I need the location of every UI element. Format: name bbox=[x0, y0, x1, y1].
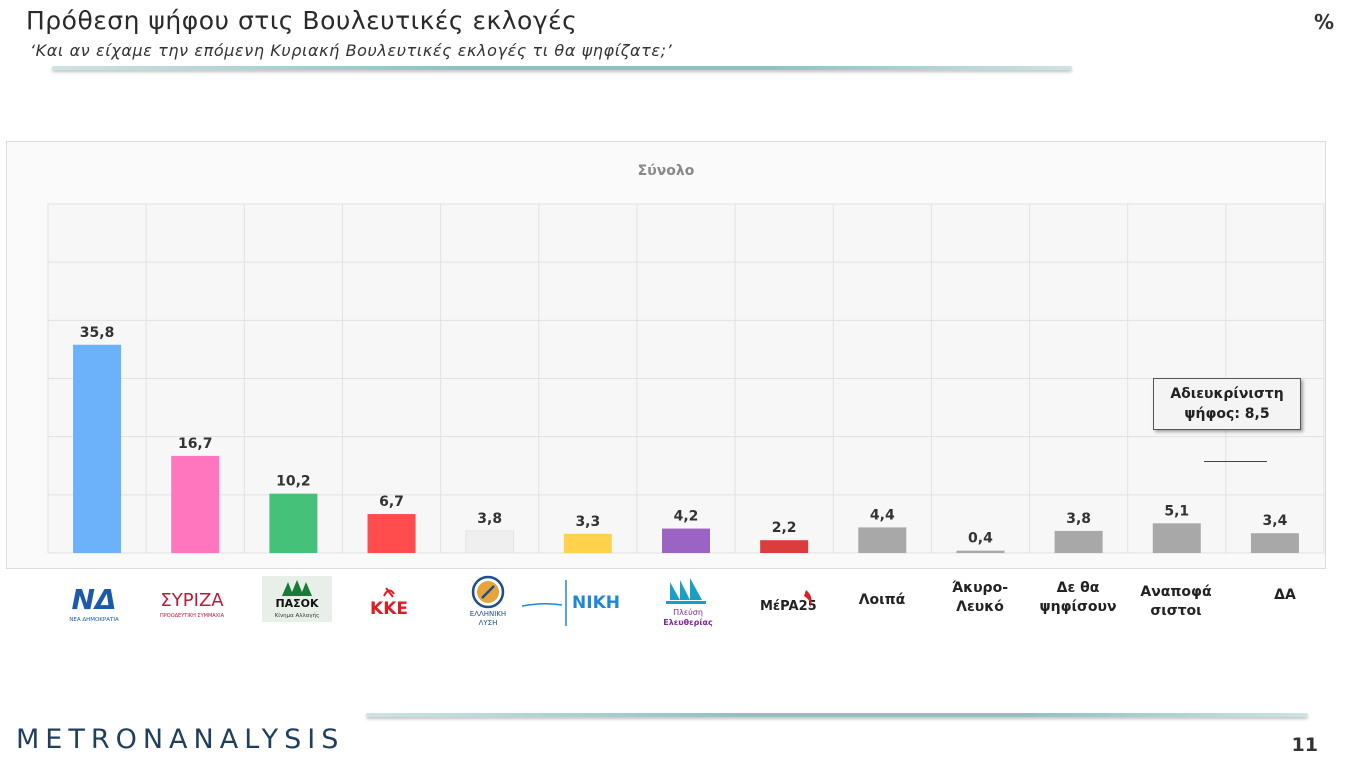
pasok-logo-subtext: Κίνημα Αλλαγής bbox=[275, 612, 320, 619]
bar bbox=[269, 493, 318, 553]
bar-value-label: 3,8 bbox=[477, 511, 502, 527]
page-number: 11 bbox=[1291, 734, 1318, 756]
bar-value-label: 35,8 bbox=[80, 325, 115, 341]
plefsi-line1: Πλεύση bbox=[673, 607, 703, 617]
bar bbox=[858, 527, 907, 553]
mera25-logo: MέPA25 bbox=[760, 590, 817, 614]
bar-value-label: 6,7 bbox=[379, 494, 404, 510]
mera25-logo-text: MέPA25 bbox=[760, 599, 817, 614]
plefsi-line2: Ελευθερίας bbox=[663, 617, 713, 627]
niki-logo-text: ΝΙΚΗ bbox=[572, 593, 620, 613]
bar bbox=[171, 455, 220, 553]
callout-line1: Αδιευκρίνιστη bbox=[1170, 386, 1284, 402]
bar-value-label: 3,4 bbox=[1263, 513, 1288, 529]
unit-label: % bbox=[1313, 10, 1334, 34]
plefsi-logo: Πλεύση Ελευθερίας bbox=[663, 578, 713, 627]
bar-value-label: 4,4 bbox=[870, 507, 895, 523]
bar bbox=[1250, 533, 1299, 553]
bottom-divider bbox=[366, 713, 1308, 717]
bar-value-label: 16,7 bbox=[178, 436, 213, 452]
bar bbox=[760, 540, 809, 553]
callout-line2: ψήφος: 8,5 bbox=[1184, 406, 1270, 422]
bar bbox=[1152, 523, 1201, 553]
bar bbox=[1054, 530, 1103, 553]
slide-subtitle: ‘Και αν είχαμε την επόμενη Κυριακή Βουλε… bbox=[30, 41, 673, 60]
undecided-callout: Αδιευκρίνιστη ψήφος: 8,5 bbox=[1153, 378, 1301, 430]
category-logos: ΝΔ ΝΕΑ ΔΗΜΟΚΡΑΤΙΑ ΣΥΡΙΖΑ ΠΡΟΟΔΕΥΤΙΚΗ ΣΥΜ… bbox=[0, 572, 1360, 642]
brand-logo: METRONANALYSIS bbox=[16, 724, 345, 755]
bar bbox=[367, 514, 416, 553]
pasok-logo-text: ΠΑΣΟΚ bbox=[275, 597, 319, 610]
syriza-logo-text: ΣΥΡΙΖΑ bbox=[160, 590, 224, 611]
category-label-anapofasistoi: Αναποφά σιστοι bbox=[1140, 584, 1212, 619]
elliniki-lysi-logo: ΕΛΛΗΝΙΚΗ ΛΥΣΗ bbox=[470, 575, 506, 627]
bar-chart: 35,8 16,7 10,2 6,7 3,8 3,3 4,2 2,2 4,4 0,4 3,8 5,1 3… bbox=[47, 203, 1325, 554]
category-label-akyro-lefko: Άκυρο- Λευκό bbox=[951, 580, 1008, 615]
nd-logo-subtext: ΝΕΑ ΔΗΜΟΚΡΑΤΙΑ bbox=[69, 617, 119, 623]
bar bbox=[465, 530, 515, 554]
category-label-loipa: Λοιπά bbox=[858, 592, 906, 608]
bar-value-label: 3,8 bbox=[1066, 511, 1091, 527]
bar-value-label: 0,4 bbox=[968, 531, 993, 547]
kke-logo: ΚΚΕ bbox=[370, 587, 408, 619]
bar bbox=[662, 528, 710, 553]
bar-value-label: 5,1 bbox=[1164, 503, 1189, 519]
category-label-da: ΔΑ bbox=[1274, 587, 1296, 603]
bar-value-label: 10,2 bbox=[276, 474, 311, 490]
callout-bracket-line bbox=[1204, 461, 1267, 462]
elliniki-lysi-line1: ΕΛΛΗΝΙΚΗ bbox=[470, 610, 506, 618]
bar-value-label: 3,3 bbox=[575, 514, 600, 530]
slide-title: Πρόθεση ψήφου στις Βουλευτικές εκλογές bbox=[26, 6, 578, 35]
niki-logo: ΝΙΚΗ bbox=[522, 580, 620, 626]
nd-logo-text: ΝΔ bbox=[71, 583, 116, 616]
bar bbox=[956, 550, 1005, 553]
syriza-logo-subtext: ΠΡΟΟΔΕΥΤΙΚΗ ΣΥΜΜΑΧΙΑ bbox=[160, 613, 225, 619]
bar-value-label: 4,2 bbox=[674, 509, 699, 525]
plot-grid bbox=[47, 203, 1325, 554]
elliniki-lysi-line2: ΛΥΣΗ bbox=[479, 619, 498, 627]
bar bbox=[563, 533, 612, 553]
category-label-de-tha-psifisoun: Δε θα ψηφίσουν bbox=[1039, 580, 1117, 615]
bar-value-label: 2,2 bbox=[772, 520, 797, 536]
bar bbox=[73, 344, 122, 553]
chart-title: Σύνολο bbox=[637, 163, 695, 179]
top-divider bbox=[52, 66, 1072, 70]
kke-logo-text: ΚΚΕ bbox=[370, 599, 408, 619]
nd-logo: ΝΔ ΝΕΑ ΔΗΜΟΚΡΑΤΙΑ bbox=[69, 583, 119, 623]
pasok-logo: ΠΑΣΟΚ Κίνημα Αλλαγής bbox=[262, 576, 332, 622]
syriza-logo: ΣΥΡΙΖΑ ΠΡΟΟΔΕΥΤΙΚΗ ΣΥΜΜΑΧΙΑ bbox=[160, 590, 225, 619]
